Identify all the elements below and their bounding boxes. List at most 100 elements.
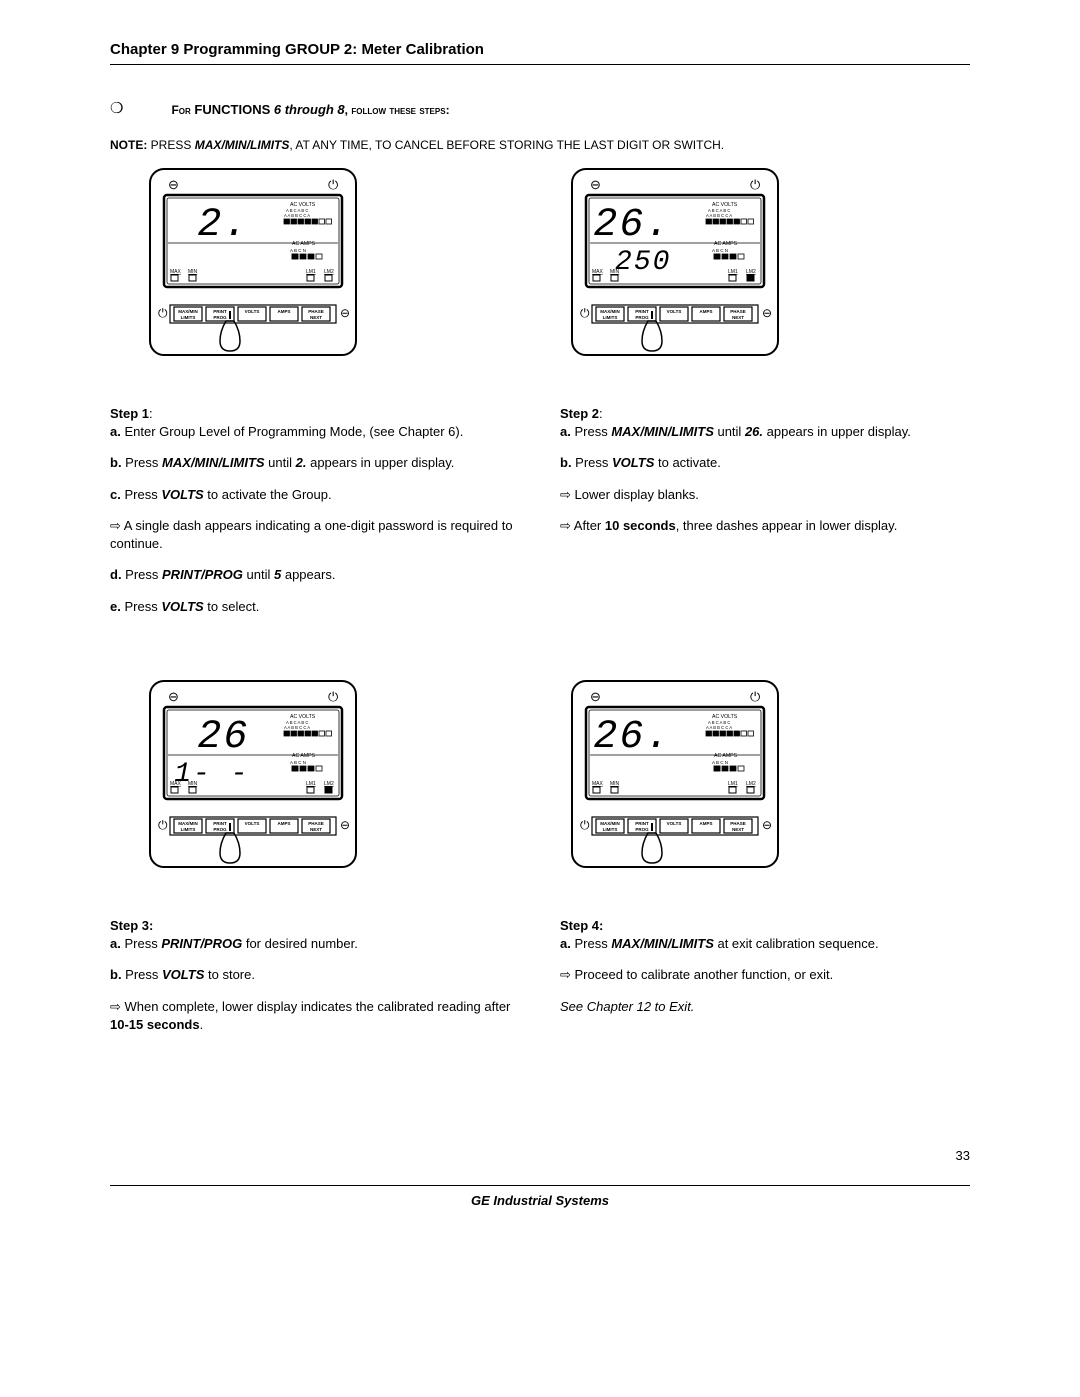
- svg-text:⏻: ⏻: [750, 177, 760, 192]
- meter-1: ⊖⏻2.AC VOLTSA B C A B CA A B B C C AAC A…: [148, 167, 358, 387]
- step2-col: ⊖⏻26.250AC VOLTSA B C A B CA A B B C C A…: [560, 167, 970, 629]
- svg-text:26.: 26.: [593, 203, 671, 248]
- svg-text:26: 26: [197, 715, 249, 760]
- svg-text:VOLTS: VOLTS: [667, 309, 682, 314]
- svg-text:⏻: ⏻: [158, 306, 168, 320]
- svg-text:A A B B C C A: A A B B C C A: [706, 213, 732, 218]
- meter-4: ⊖⏻26.AC VOLTSA B C A B CA A B B C C AAC …: [570, 679, 780, 899]
- s1-arrow1: A single dash appears indicating a one-d…: [110, 517, 520, 552]
- step4-title: Step 4:: [560, 918, 603, 933]
- svg-text:⏻: ⏻: [158, 818, 168, 832]
- svg-text:MAX: MAX: [592, 269, 604, 275]
- svg-text:AC AMPS: AC AMPS: [292, 241, 316, 247]
- s2-b: b. Press VOLTS to activate.: [560, 454, 970, 472]
- svg-text:MIN: MIN: [610, 781, 620, 787]
- svg-text:A A B B C C A: A A B B C C A: [706, 725, 732, 730]
- rule-top: [110, 64, 970, 65]
- svg-text:VOLTS: VOLTS: [245, 309, 260, 314]
- svg-text:MAX/MIN: MAX/MIN: [178, 309, 198, 314]
- step1-title: Step 1: [110, 406, 149, 421]
- svg-text:LM2: LM2: [324, 781, 334, 787]
- meter-3-wrap: ⊖⏻261- -AC VOLTSA B C A B CA A B B C C A…: [148, 679, 520, 899]
- section-head-text: For FUNCTIONS 6 through 8, follow these …: [171, 101, 449, 119]
- svg-text:LIMITS: LIMITS: [603, 827, 618, 832]
- s1-e: e. Press VOLTS to select.: [110, 598, 520, 616]
- meter-2: ⊖⏻26.250AC VOLTSA B C A B CA A B B C C A…: [570, 167, 780, 387]
- svg-text:PRINT: PRINT: [635, 309, 649, 314]
- s1-a: a. Enter Group Level of Programming Mode…: [110, 424, 463, 439]
- svg-text:VOLTS: VOLTS: [667, 821, 682, 826]
- svg-text:PROG: PROG: [635, 827, 649, 832]
- svg-text:⏻: ⏻: [328, 689, 338, 704]
- rule-bottom: [110, 1185, 970, 1186]
- svg-text:⊖: ⊖: [340, 818, 350, 832]
- svg-text:1- -: 1- -: [174, 759, 249, 790]
- row-2: ⊖⏻261- -AC VOLTSA B C A B CA A B B C C A…: [110, 679, 970, 1047]
- svg-text:⊖: ⊖: [168, 689, 179, 704]
- s4-tail: See Chapter 12 to Exit.: [560, 998, 970, 1016]
- svg-text:AMPS: AMPS: [277, 309, 290, 314]
- svg-text:AC AMPS: AC AMPS: [292, 753, 316, 759]
- note-line: NOTE: PRESS MAX/MIN/LIMITS, AT ANY TIME,…: [110, 137, 970, 153]
- svg-text:LM2: LM2: [324, 269, 334, 275]
- svg-text:NEXT: NEXT: [732, 827, 744, 832]
- svg-text:NEXT: NEXT: [732, 315, 744, 320]
- s1-c: c. Press VOLTS to activate the Group.: [110, 486, 520, 504]
- svg-text:PHASE: PHASE: [308, 309, 324, 314]
- s3-a: a. Press PRINT/PROG for desired number.: [110, 936, 358, 951]
- svg-text:A B C N: A B C N: [290, 248, 306, 253]
- svg-text:PROG: PROG: [635, 315, 649, 320]
- s2-arrow2: After 10 seconds, three dashes appear in…: [560, 517, 970, 535]
- meter-2-wrap: ⊖⏻26.250AC VOLTSA B C A B CA A B B C C A…: [570, 167, 970, 387]
- svg-text:⏻: ⏻: [580, 818, 590, 832]
- svg-text:LM1: LM1: [728, 781, 738, 787]
- meter-4-wrap: ⊖⏻26.AC VOLTSA B C A B CA A B B C C AAC …: [570, 679, 970, 899]
- svg-text:PHASE: PHASE: [308, 821, 324, 826]
- svg-text:MAX: MAX: [592, 781, 604, 787]
- svg-text:⊖: ⊖: [590, 689, 601, 704]
- meter-1-wrap: ⊖⏻2.AC VOLTSA B C A B CA A B B C C AAC A…: [148, 167, 520, 387]
- s4-a: a. Press MAX/MIN/LIMITS at exit calibrat…: [560, 936, 879, 951]
- svg-text:PRINT: PRINT: [635, 821, 649, 826]
- svg-text:MIN: MIN: [610, 269, 620, 275]
- svg-text:MIN: MIN: [188, 781, 198, 787]
- svg-text:MAX: MAX: [170, 269, 182, 275]
- s3-b: b. Press VOLTS to store.: [110, 966, 520, 984]
- svg-text:PROG: PROG: [213, 827, 227, 832]
- svg-text:LIMITS: LIMITS: [181, 827, 196, 832]
- step2-title: Step 2: [560, 406, 599, 421]
- svg-text:PRINT: PRINT: [213, 821, 227, 826]
- svg-text:AC AMPS: AC AMPS: [714, 753, 738, 759]
- svg-text:⏻: ⏻: [580, 306, 590, 320]
- svg-text:AC AMPS: AC AMPS: [714, 241, 738, 247]
- row-1: ⊖⏻2.AC VOLTSA B C A B CA A B B C C AAC A…: [110, 167, 970, 629]
- page-number: 33: [110, 1147, 970, 1165]
- section-heading: ❍ For FUNCTIONS 6 through 8, follow thes…: [110, 101, 970, 119]
- bullet-icon: ❍: [110, 101, 123, 116]
- svg-text:LM1: LM1: [306, 781, 316, 787]
- svg-text:A A B B C C A: A A B B C C A: [284, 213, 310, 218]
- svg-text:A A B B C C A: A A B B C C A: [284, 725, 310, 730]
- svg-text:MIN: MIN: [188, 269, 198, 275]
- svg-text:AMPS: AMPS: [277, 821, 290, 826]
- svg-text:⏻: ⏻: [328, 177, 338, 192]
- step3-title: Step 3:: [110, 918, 153, 933]
- s2-a: a. Press MAX/MIN/LIMITS until 26. appear…: [560, 424, 911, 439]
- footer-text: GE Industrial Systems: [110, 1192, 970, 1210]
- svg-text:PHASE: PHASE: [730, 821, 746, 826]
- svg-text:2.: 2.: [197, 203, 249, 248]
- svg-text:VOLTS: VOLTS: [245, 821, 260, 826]
- svg-text:LIMITS: LIMITS: [603, 315, 618, 320]
- svg-text:PRINT: PRINT: [213, 309, 227, 314]
- svg-text:MAX/MIN: MAX/MIN: [178, 821, 198, 826]
- svg-text:MAX/MIN: MAX/MIN: [600, 821, 620, 826]
- svg-text:LM1: LM1: [728, 269, 738, 275]
- svg-text:AMPS: AMPS: [699, 821, 712, 826]
- svg-text:PROG: PROG: [213, 315, 227, 320]
- svg-text:⏻: ⏻: [750, 689, 760, 704]
- svg-text:26.: 26.: [593, 715, 671, 760]
- svg-text:NEXT: NEXT: [310, 315, 322, 320]
- svg-text:LM1: LM1: [306, 269, 316, 275]
- svg-text:NEXT: NEXT: [310, 827, 322, 832]
- svg-text:⊖: ⊖: [590, 177, 601, 192]
